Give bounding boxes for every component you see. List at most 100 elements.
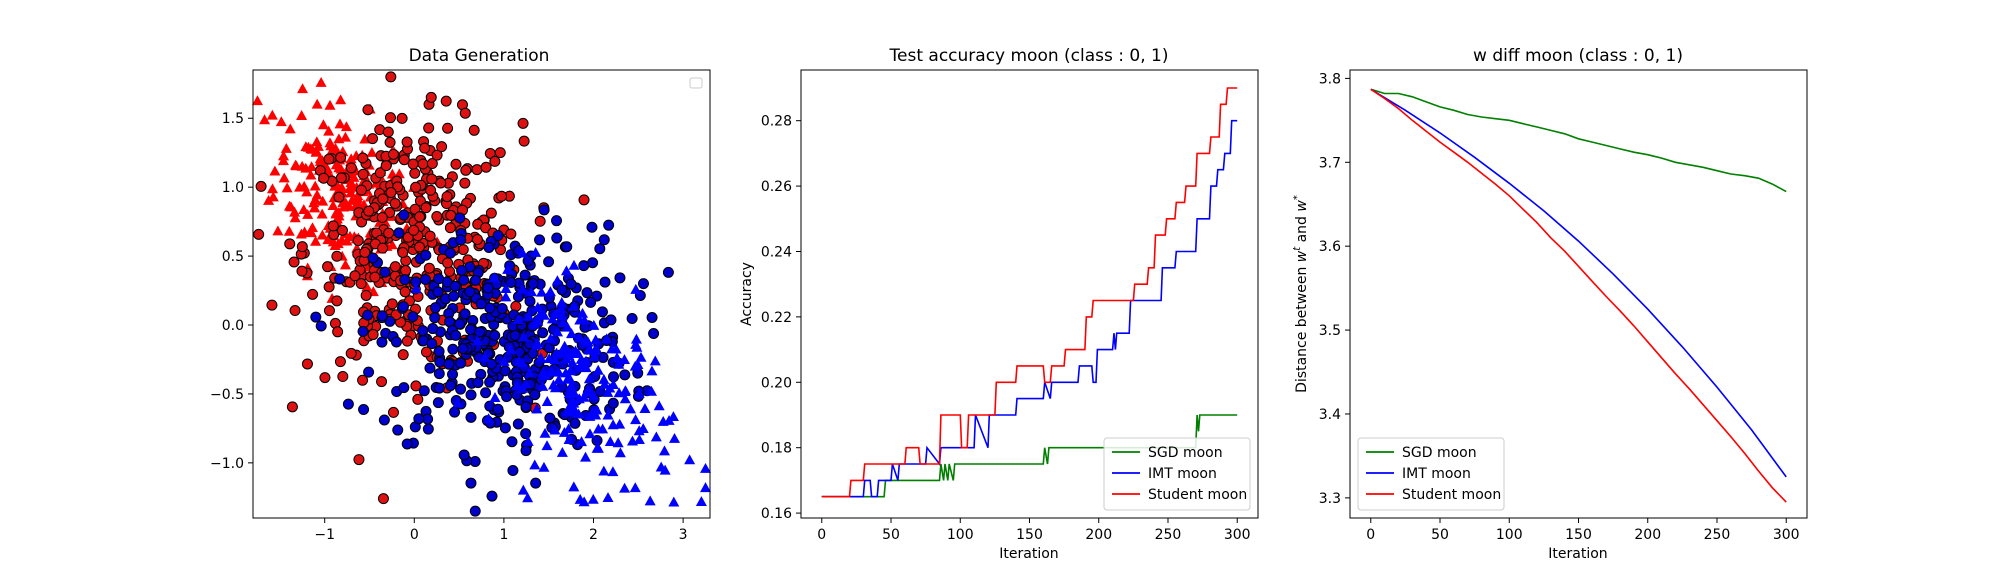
- scatter-point: [650, 431, 662, 442]
- scatter-point: [517, 117, 529, 129]
- scatter-point: [323, 305, 335, 317]
- scatter-point: [499, 422, 511, 434]
- scatter-point: [316, 208, 328, 219]
- scatter-point: [418, 385, 430, 397]
- scatter-point: [266, 299, 278, 311]
- scatter-point: [539, 427, 551, 438]
- scatter-point: [390, 336, 402, 348]
- legend-box: [1357, 437, 1505, 511]
- scatter-point: [549, 354, 561, 365]
- scatter-point: [614, 447, 626, 458]
- scatter-point: [253, 228, 265, 240]
- scatter-point: [333, 210, 345, 221]
- scatter-point: [278, 150, 290, 161]
- scatter-point: [281, 182, 293, 193]
- scatter-point: [560, 367, 572, 378]
- scatter-point: [592, 364, 604, 375]
- scatter-point: [401, 136, 413, 148]
- scatter-point: [339, 259, 351, 270]
- scatter-point: [607, 466, 619, 477]
- scatter-point: [589, 351, 601, 362]
- scatter-point: [331, 250, 343, 262]
- scatter-point: [425, 91, 437, 103]
- scatter-point: [637, 278, 649, 290]
- scatter-point: [472, 377, 484, 389]
- series-line: [1370, 88, 1787, 503]
- scatter-point: [534, 234, 546, 246]
- scatter-point: [387, 406, 399, 418]
- scatter-point: [630, 333, 642, 344]
- scatter-point: [332, 326, 344, 338]
- scatter-point: [376, 336, 388, 348]
- scatter-point: [614, 272, 626, 284]
- scatter-point: [468, 124, 480, 136]
- scatter-point: [417, 325, 429, 337]
- scatter-point: [551, 232, 563, 244]
- scatter-point: [471, 164, 483, 176]
- scatter-point: [529, 389, 541, 401]
- scatter-point: [505, 228, 517, 240]
- legend-label: IMT moon: [1148, 466, 1217, 482]
- scatter-point: [565, 348, 577, 359]
- scatter-point: [492, 230, 504, 242]
- scatter-point: [379, 266, 391, 278]
- scatter-point: [340, 197, 352, 208]
- scatter-point: [323, 125, 335, 136]
- scatter-point: [384, 136, 396, 148]
- scatter-point: [426, 173, 438, 185]
- scatter-point: [569, 417, 581, 429]
- y-tick-label: 0.22: [761, 310, 792, 326]
- scatter-point: [398, 209, 410, 221]
- scatter-point: [474, 326, 486, 338]
- scatter-point: [695, 496, 707, 507]
- scatter-point: [574, 332, 586, 343]
- scatter-point: [596, 306, 608, 318]
- scatter-point: [568, 403, 580, 414]
- chart-title: Data Generation: [409, 46, 550, 66]
- scatter-point: [512, 418, 524, 430]
- scatter-point: [565, 278, 577, 290]
- scatter-point: [382, 126, 394, 138]
- scatter-point: [297, 83, 309, 94]
- scatter-point: [324, 137, 336, 148]
- scatter-point: [400, 265, 412, 277]
- scatter-point: [410, 181, 422, 193]
- scatter-point: [289, 212, 301, 223]
- scatter-point: [385, 187, 397, 199]
- legend: SGD moon IMT moon Student moon: [1103, 437, 1251, 511]
- scatter-point: [450, 329, 462, 341]
- scatter-point: [333, 191, 345, 203]
- scatter-point: [619, 369, 631, 381]
- scatter-point: [458, 274, 470, 286]
- scatter-point: [399, 286, 411, 298]
- scatter-point: [278, 172, 290, 183]
- scatter-point: [580, 451, 592, 462]
- empty-legend-box: [689, 77, 703, 89]
- scatter-point: [336, 181, 348, 192]
- scatter-point: [594, 243, 606, 255]
- scatter-point: [527, 347, 539, 359]
- scatter-point: [539, 369, 551, 380]
- scatter-point: [649, 355, 661, 366]
- y-tick-label: 1.0: [222, 180, 244, 196]
- chart-title: w diff moon (class : 0, 1): [1473, 46, 1683, 66]
- scatter-point: [589, 345, 601, 356]
- scatter-point: [536, 286, 548, 297]
- scatter-point: [341, 235, 353, 246]
- scatter-point: [433, 345, 445, 357]
- scatter-point: [441, 191, 453, 203]
- scatter-point: [530, 339, 542, 350]
- scatter-point: [578, 357, 590, 368]
- scatter-point: [700, 463, 712, 473]
- scatter-point: [532, 301, 544, 312]
- scatter-point: [639, 403, 651, 414]
- chart-title: Test accuracy moon (class : 0, 1): [889, 46, 1169, 66]
- scatter-point: [380, 160, 392, 172]
- scatter-point: [537, 380, 549, 391]
- scatter-point: [452, 397, 464, 408]
- scatter-point: [523, 367, 535, 378]
- scatter-point: [357, 168, 369, 180]
- scatter-point: [444, 247, 456, 259]
- scatter-point: [498, 355, 510, 366]
- scatter-point: [502, 263, 514, 274]
